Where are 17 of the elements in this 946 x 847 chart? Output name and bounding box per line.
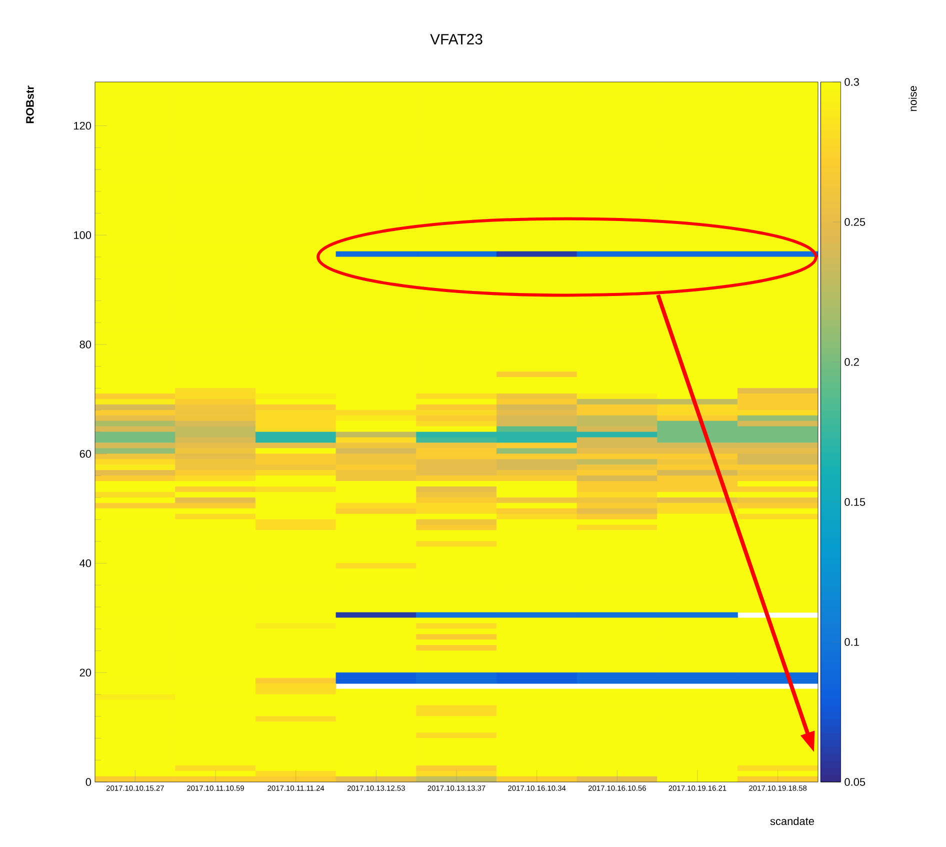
y-tick-label: 100 [74,231,92,239]
color-bar-label: 0.15 [844,498,866,506]
color-bar-title: noise [908,86,917,111]
color-bar-label: 0.05 [844,778,866,786]
y-tick-label: 0 [86,778,92,786]
color-bar-label: 0.2 [844,358,859,366]
y-tick-label: 80 [80,340,92,348]
color-bar-label: 0.1 [844,638,859,646]
y-tick-label: 20 [80,668,92,676]
y-axis-title: ROBstr [26,86,34,124]
color-bar-label: 0.25 [844,218,866,226]
y-tick-label: 60 [80,450,92,458]
x-axis-title: scandate [770,817,814,826]
chart-title: VFAT23 [430,34,482,44]
color-bar-label: 0.3 [844,78,859,86]
y-tick-label: 120 [74,122,92,130]
y-tick-label: 40 [80,559,92,568]
